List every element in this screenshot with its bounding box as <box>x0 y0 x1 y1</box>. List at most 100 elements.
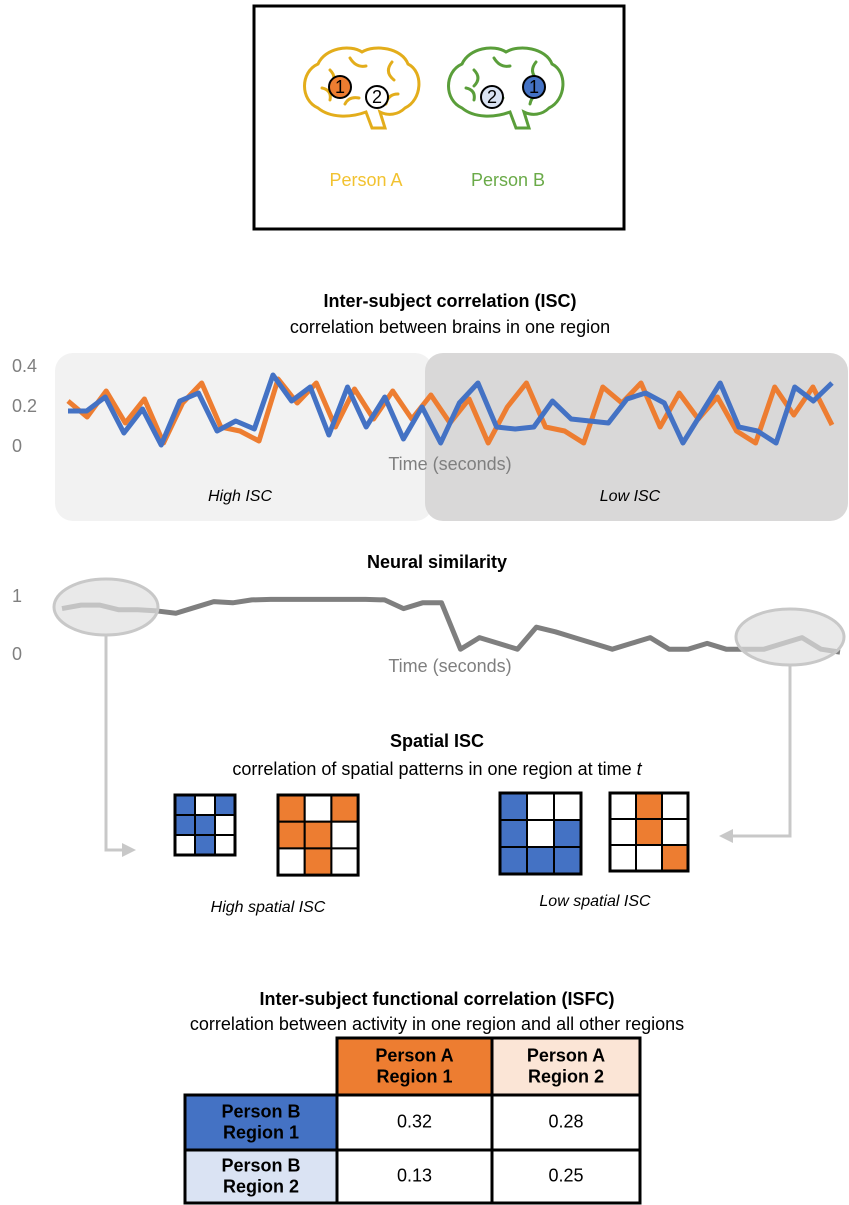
grid-cell <box>553 792 582 821</box>
subtitle-text: correlation of spatial patterns in one r… <box>232 759 631 779</box>
header-text: Person A <box>375 1045 453 1065</box>
grid-border <box>276 793 360 877</box>
chart-title: Inter-subject correlation (ISC) <box>323 291 576 311</box>
highlight-ellipse <box>734 607 846 667</box>
grid-label: Low spatial ISC <box>539 893 651 910</box>
region-marker <box>328 75 352 99</box>
section-subtitle: correlation between activity in one regi… <box>190 1014 684 1034</box>
grid-cell <box>661 844 689 872</box>
grid-cell <box>330 820 360 850</box>
grid-cell <box>174 834 196 856</box>
person-a-label: Person A <box>329 170 402 190</box>
grid-cell <box>194 814 216 836</box>
arrow <box>104 636 125 852</box>
chart-title: Neural similarity <box>367 552 507 572</box>
pattern-grids <box>173 791 690 877</box>
header-box <box>252 4 626 231</box>
grid-cell <box>174 814 196 836</box>
header-text: Region 1 <box>376 1066 452 1086</box>
table-cell <box>335 1148 494 1205</box>
cell-value: 0.28 <box>548 1111 583 1131</box>
header-text: Region 2 <box>528 1066 604 1086</box>
grid-cell <box>609 792 637 820</box>
cell-value: 0.32 <box>397 1111 432 1131</box>
grid-cell <box>174 794 196 816</box>
brain-a <box>303 46 421 130</box>
section-subtitle: correlation of spatial patterns in one r… <box>232 759 642 779</box>
region-label: Low ISC <box>600 488 661 505</box>
region-number: 2 <box>487 87 497 107</box>
y-tick-label: 0.2 <box>12 396 37 416</box>
grid-cell <box>214 834 236 856</box>
highlight-ellipse <box>52 577 160 637</box>
region-marker <box>365 85 389 109</box>
grid-cell <box>526 846 555 875</box>
row-header <box>183 1093 339 1152</box>
grid-cell <box>303 847 333 877</box>
grid-cell <box>277 820 306 850</box>
y-tick-label: 1 <box>12 586 22 606</box>
grid-cell <box>194 834 216 856</box>
header-text: Region 1 <box>223 1122 299 1142</box>
chart-subtitle: correlation between brains in one region <box>290 317 610 337</box>
grid-cell <box>635 792 663 820</box>
grid-cell <box>499 792 528 821</box>
person-b-label: Person B <box>471 170 545 190</box>
grid-cell <box>609 818 637 846</box>
grid-cell <box>526 792 555 821</box>
grid-border <box>498 791 583 876</box>
header-text: Region 2 <box>223 1176 299 1196</box>
subtitle-variable: t <box>637 759 643 779</box>
grid-cell <box>303 794 333 823</box>
grid-label: High spatial ISC <box>211 899 326 916</box>
grid-cell <box>277 847 306 877</box>
header-text: Person A <box>527 1045 605 1065</box>
table-cell <box>490 1148 642 1205</box>
grid-cell <box>661 792 689 820</box>
x-axis-label: Time (seconds) <box>388 454 511 474</box>
plot-area: 01 <box>12 586 841 664</box>
y-tick-label: 0 <box>12 644 22 664</box>
grid-cell <box>330 794 360 823</box>
region-marker <box>522 75 546 99</box>
grid-cell <box>277 794 306 823</box>
table-cell <box>335 1093 494 1152</box>
region-marker <box>480 85 504 109</box>
y-tick-label: 0 <box>12 436 22 456</box>
grid-cell <box>499 846 528 875</box>
header-text: Person B <box>221 1101 300 1121</box>
region-number: 1 <box>335 77 345 97</box>
region-number: 1 <box>529 77 539 97</box>
cell-value: 0.13 <box>397 1165 432 1185</box>
grid-border <box>608 791 690 873</box>
high-isc-region <box>55 353 433 521</box>
grid-cell <box>661 818 689 846</box>
x-axis-label: Time (seconds) <box>388 656 511 676</box>
grid-cell <box>635 844 663 872</box>
grid-cell <box>194 794 216 816</box>
arrow-head <box>719 829 733 843</box>
header-text: Person B <box>221 1155 300 1175</box>
section-title: Spatial ISC <box>390 731 484 751</box>
cell-value: 0.25 <box>548 1165 583 1185</box>
grid-cell <box>553 846 582 875</box>
grid-cell <box>609 844 637 872</box>
region-label: High ISC <box>208 488 272 505</box>
line-series <box>68 372 834 448</box>
region-number: 2 <box>372 87 382 107</box>
grid-cell <box>526 819 555 848</box>
grid-border <box>173 793 237 857</box>
y-tick-label: 0.4 <box>12 356 37 376</box>
arrow-head <box>122 843 136 857</box>
line-series <box>61 596 841 655</box>
arrow <box>730 666 792 838</box>
grid-cell <box>330 847 360 877</box>
grid-cell <box>553 819 582 848</box>
grid-cell <box>214 814 236 836</box>
grid-cell <box>635 818 663 846</box>
grid-cell <box>303 820 333 850</box>
column-header <box>490 1036 642 1097</box>
